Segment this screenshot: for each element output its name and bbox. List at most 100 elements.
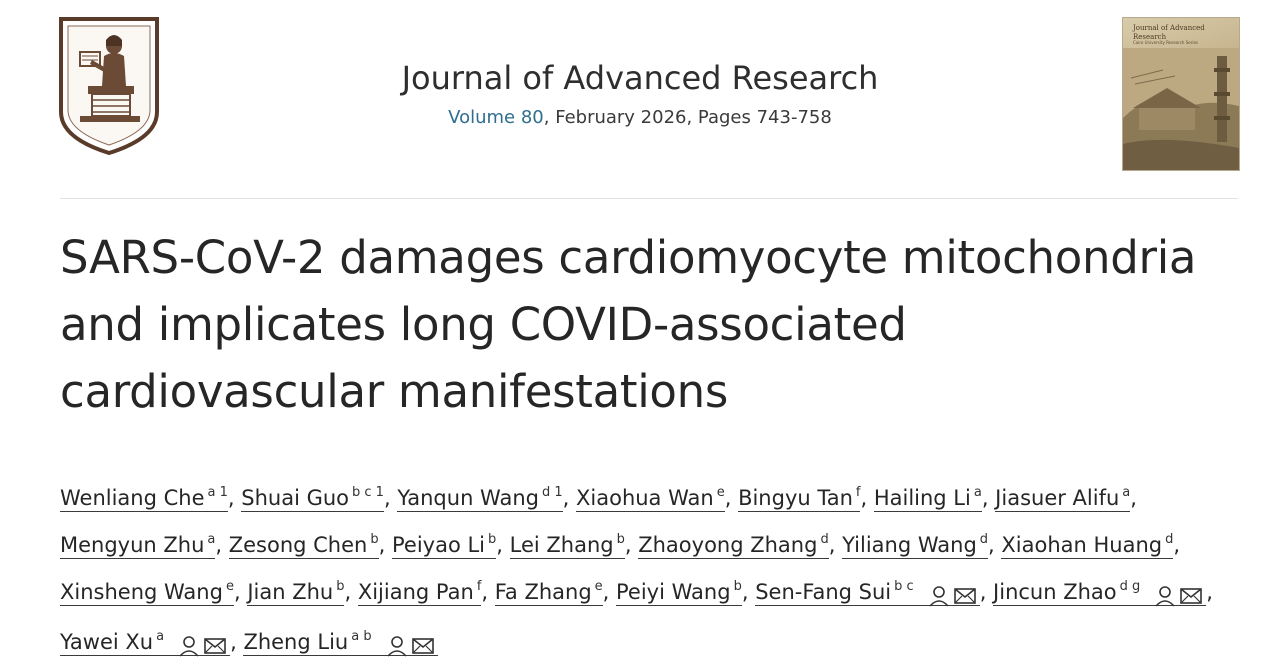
author-separator: , <box>562 486 576 510</box>
author-name: Zheng Liu <box>243 630 349 654</box>
author-separator: , <box>624 533 639 557</box>
author-separator: , <box>230 630 244 654</box>
author-affiliation: b c <box>894 579 914 594</box>
corresponding-author-icons <box>178 625 230 666</box>
author-link[interactable]: Lei Zhang b <box>509 532 625 559</box>
author-affiliation: b <box>488 532 497 547</box>
author-link[interactable]: Peiyi Wang b <box>616 579 742 606</box>
author-link[interactable]: Jian Zhu b <box>247 579 345 606</box>
author-link[interactable]: Mengyun Zhu a <box>60 532 216 559</box>
author-link[interactable]: Shuai Guo b c 1 <box>241 485 384 512</box>
author-link[interactable]: Zheng Liu a b <box>243 629 438 657</box>
author-link[interactable]: Jiasuer Alifu a <box>995 485 1131 512</box>
person-icon <box>179 636 199 657</box>
journal-issue-info: Volume 80, February 2026, Pages 743-758 <box>160 106 1120 130</box>
author-name: Xinsheng Wang <box>60 580 223 604</box>
author-separator: , <box>1173 533 1181 557</box>
corresponding-author-icons <box>386 625 438 666</box>
author-name: Xiaohua Wan <box>576 486 714 510</box>
author-link[interactable]: Xinsheng Wang e <box>60 579 234 606</box>
author-separator: , <box>215 533 229 557</box>
author-separator: , <box>233 580 248 604</box>
author-separator: , <box>602 580 617 604</box>
author-separator: , <box>1206 580 1213 604</box>
author-affiliation: a <box>973 485 982 500</box>
author-affiliation: e <box>716 485 725 500</box>
author-affiliation: f <box>476 579 482 594</box>
author-link[interactable]: Xiaohan Huang d <box>1001 532 1174 559</box>
author-separator: , <box>496 533 510 557</box>
envelope-icon <box>204 638 226 654</box>
author-link[interactable]: Sen-Fang Sui b c <box>755 579 980 607</box>
author-name: Jian Zhu <box>247 580 334 604</box>
author-separator: , <box>378 533 392 557</box>
author-name: Hailing Li <box>873 486 971 510</box>
author-separator: , <box>344 580 358 604</box>
author-affiliation: b <box>370 532 379 547</box>
author-link[interactable]: Zhaoyong Zhang d <box>638 532 829 559</box>
author-affiliation: a <box>156 629 165 644</box>
envelope-icon <box>411 638 434 654</box>
author-affiliation: b <box>616 532 625 547</box>
author-affiliation: d <box>820 532 829 547</box>
person-icon <box>386 636 407 657</box>
author-separator: , <box>481 580 495 604</box>
author-affiliation: d g <box>1119 579 1141 594</box>
author-affiliation: a <box>207 532 216 547</box>
author-name: Xiaohan Huang <box>1001 533 1163 557</box>
author-name: Lei Zhang <box>509 533 614 557</box>
author-separator: , <box>724 486 739 510</box>
corresponding-author-icons <box>928 575 980 616</box>
article-title: SARS-CoV-2 damages cardiomyocyte mitocho… <box>60 231 1197 418</box>
author-link[interactable]: Hailing Li a <box>873 485 982 512</box>
author-link[interactable]: Yawei Xu a <box>60 629 231 657</box>
author-link[interactable]: Jincun Zhao d g <box>993 579 1207 607</box>
author-separator: , <box>227 486 242 510</box>
author-link[interactable]: Bingyu Tan f <box>738 485 861 512</box>
author-name: Zhaoyong Zhang <box>638 533 818 557</box>
author-name: Yawei Xu <box>60 630 154 654</box>
author-link[interactable]: Xijiang Pan f <box>357 579 482 606</box>
author-link[interactable]: Fa Zhang e <box>494 579 603 606</box>
author-name: Mengyun Zhu <box>60 533 205 557</box>
publisher-logo[interactable] <box>58 16 160 156</box>
corresponding-author-icons <box>1154 575 1206 616</box>
envelope-icon <box>1180 588 1203 604</box>
author-link[interactable]: Peiyao Li b <box>391 532 497 559</box>
person-icon <box>929 586 949 607</box>
author-affiliation: f <box>855 485 861 500</box>
author-affiliation: e <box>594 579 603 594</box>
journal-cover-thumbnail[interactable]: Journal of Advanced Research Cairo Unive… <box>1122 17 1240 171</box>
author-affiliation: b <box>336 579 345 594</box>
author-link[interactable]: Xiaohua Wan e <box>576 485 725 512</box>
author-affiliation: e <box>225 579 234 594</box>
author-name: Xijiang Pan <box>357 580 474 604</box>
author-separator: , <box>988 533 1002 557</box>
author-name: Jincun Zhao <box>993 580 1117 604</box>
person-icon <box>1155 586 1175 607</box>
author-separator: , <box>1130 486 1137 510</box>
author-name: Yiliang Wang <box>842 533 977 557</box>
author-name: Sen-Fang Sui <box>755 580 892 604</box>
cover-artwork-icon <box>1123 48 1239 170</box>
author-name: Fa Zhang <box>494 580 592 604</box>
author-name: Yanqun Wang <box>397 486 539 510</box>
journal-header: Journal of Advanced Research Volume 80, … <box>160 58 1120 130</box>
author-separator: , <box>979 580 994 604</box>
author-affiliation: a b <box>351 629 372 644</box>
author-link[interactable]: Zesong Chen b <box>228 532 379 559</box>
volume-link[interactable]: Volume 80 <box>448 107 544 128</box>
issue-details: , February 2026, Pages 743-758 <box>543 107 832 128</box>
author-link[interactable]: Wenliang Che a 1 <box>60 485 228 512</box>
author-affiliation: d <box>1165 532 1174 547</box>
author-affiliation: b <box>733 579 742 594</box>
author-affiliation: d 1 <box>541 485 563 500</box>
author-link[interactable]: Yiliang Wang d <box>842 532 989 559</box>
author-list: Wenliang Che a 1, Shuai Guo b c 1, Yanqun … <box>60 472 1230 666</box>
journal-name[interactable]: Journal of Advanced Research <box>401 59 879 97</box>
author-affiliation: a 1 <box>207 485 228 500</box>
envelope-icon <box>953 588 976 604</box>
author-name: Peiyi Wang <box>616 580 731 604</box>
author-name: Bingyu Tan <box>738 486 853 510</box>
author-link[interactable]: Yanqun Wang d 1 <box>397 485 563 512</box>
